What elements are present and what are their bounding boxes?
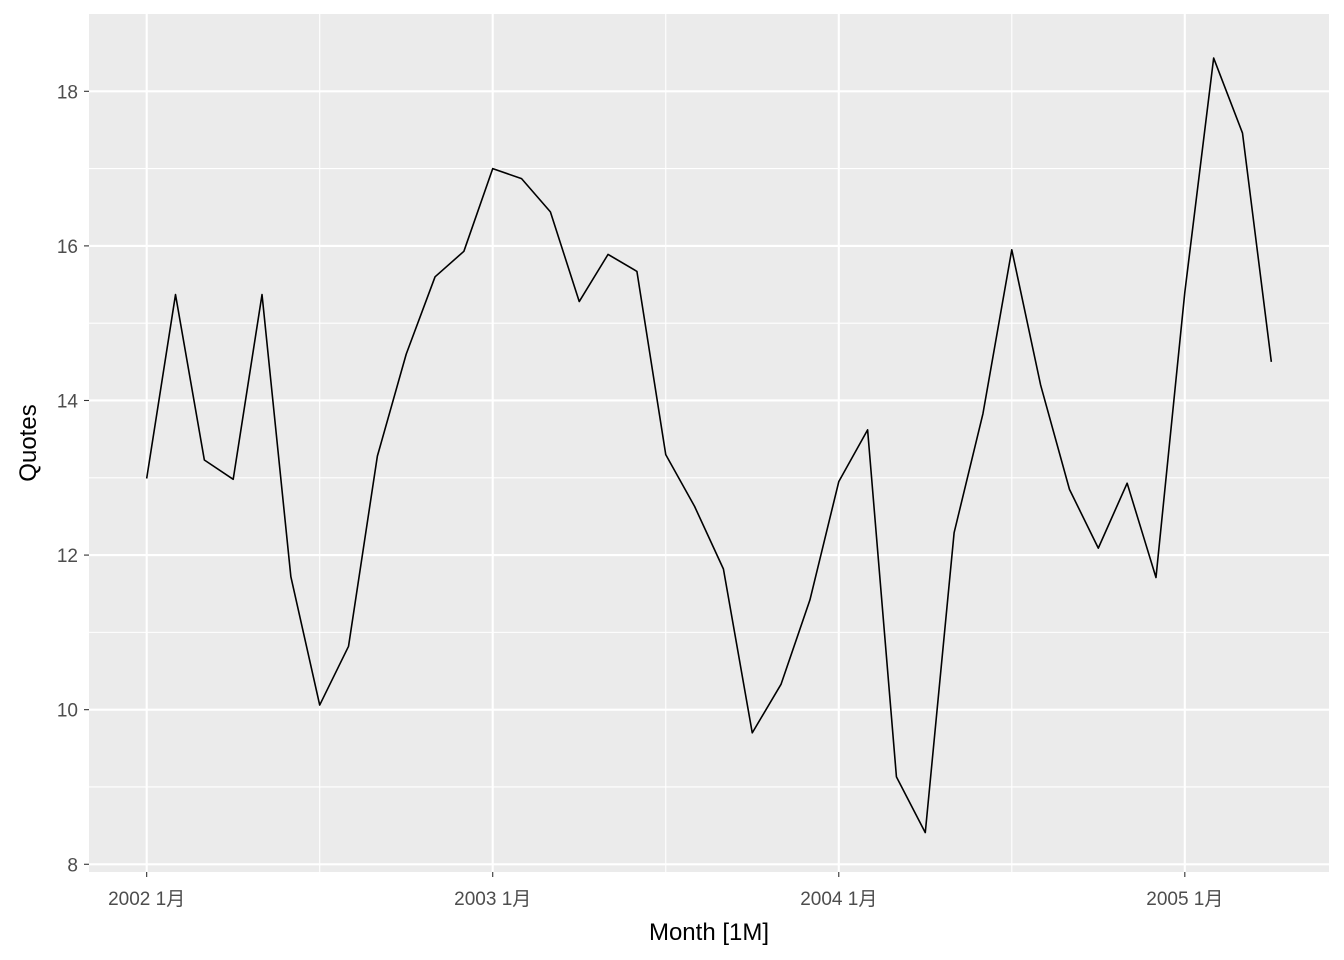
y-tick-label: 14 xyxy=(57,391,79,412)
x-tick-label: 2005 1月 xyxy=(1146,889,1223,910)
y-tick-label: 16 xyxy=(57,237,78,258)
plot-panel xyxy=(89,14,1329,872)
x-tick-label: 2003 1月 xyxy=(454,889,531,910)
y-axis-ticks: 8 10 12 14 16 18 xyxy=(57,82,89,876)
x-tick-label: 2002 1月 xyxy=(108,889,185,910)
series-line xyxy=(145,57,1273,834)
y-tick-label: 12 xyxy=(57,546,78,567)
minor-gridlines xyxy=(89,14,1329,872)
y-tick-label: 10 xyxy=(57,701,78,722)
y-axis-title: Quotes xyxy=(15,404,42,481)
y-tick-label: 8 xyxy=(67,855,78,876)
x-tick-label: 2004 1月 xyxy=(800,889,877,910)
x-axis-title: Month [1M] xyxy=(649,919,769,946)
x-axis-ticks: 2002 1月 2003 1月 2004 1月 2005 1月 xyxy=(108,872,1223,910)
major-gridlines xyxy=(89,14,1329,872)
y-tick-label: 18 xyxy=(57,82,78,103)
